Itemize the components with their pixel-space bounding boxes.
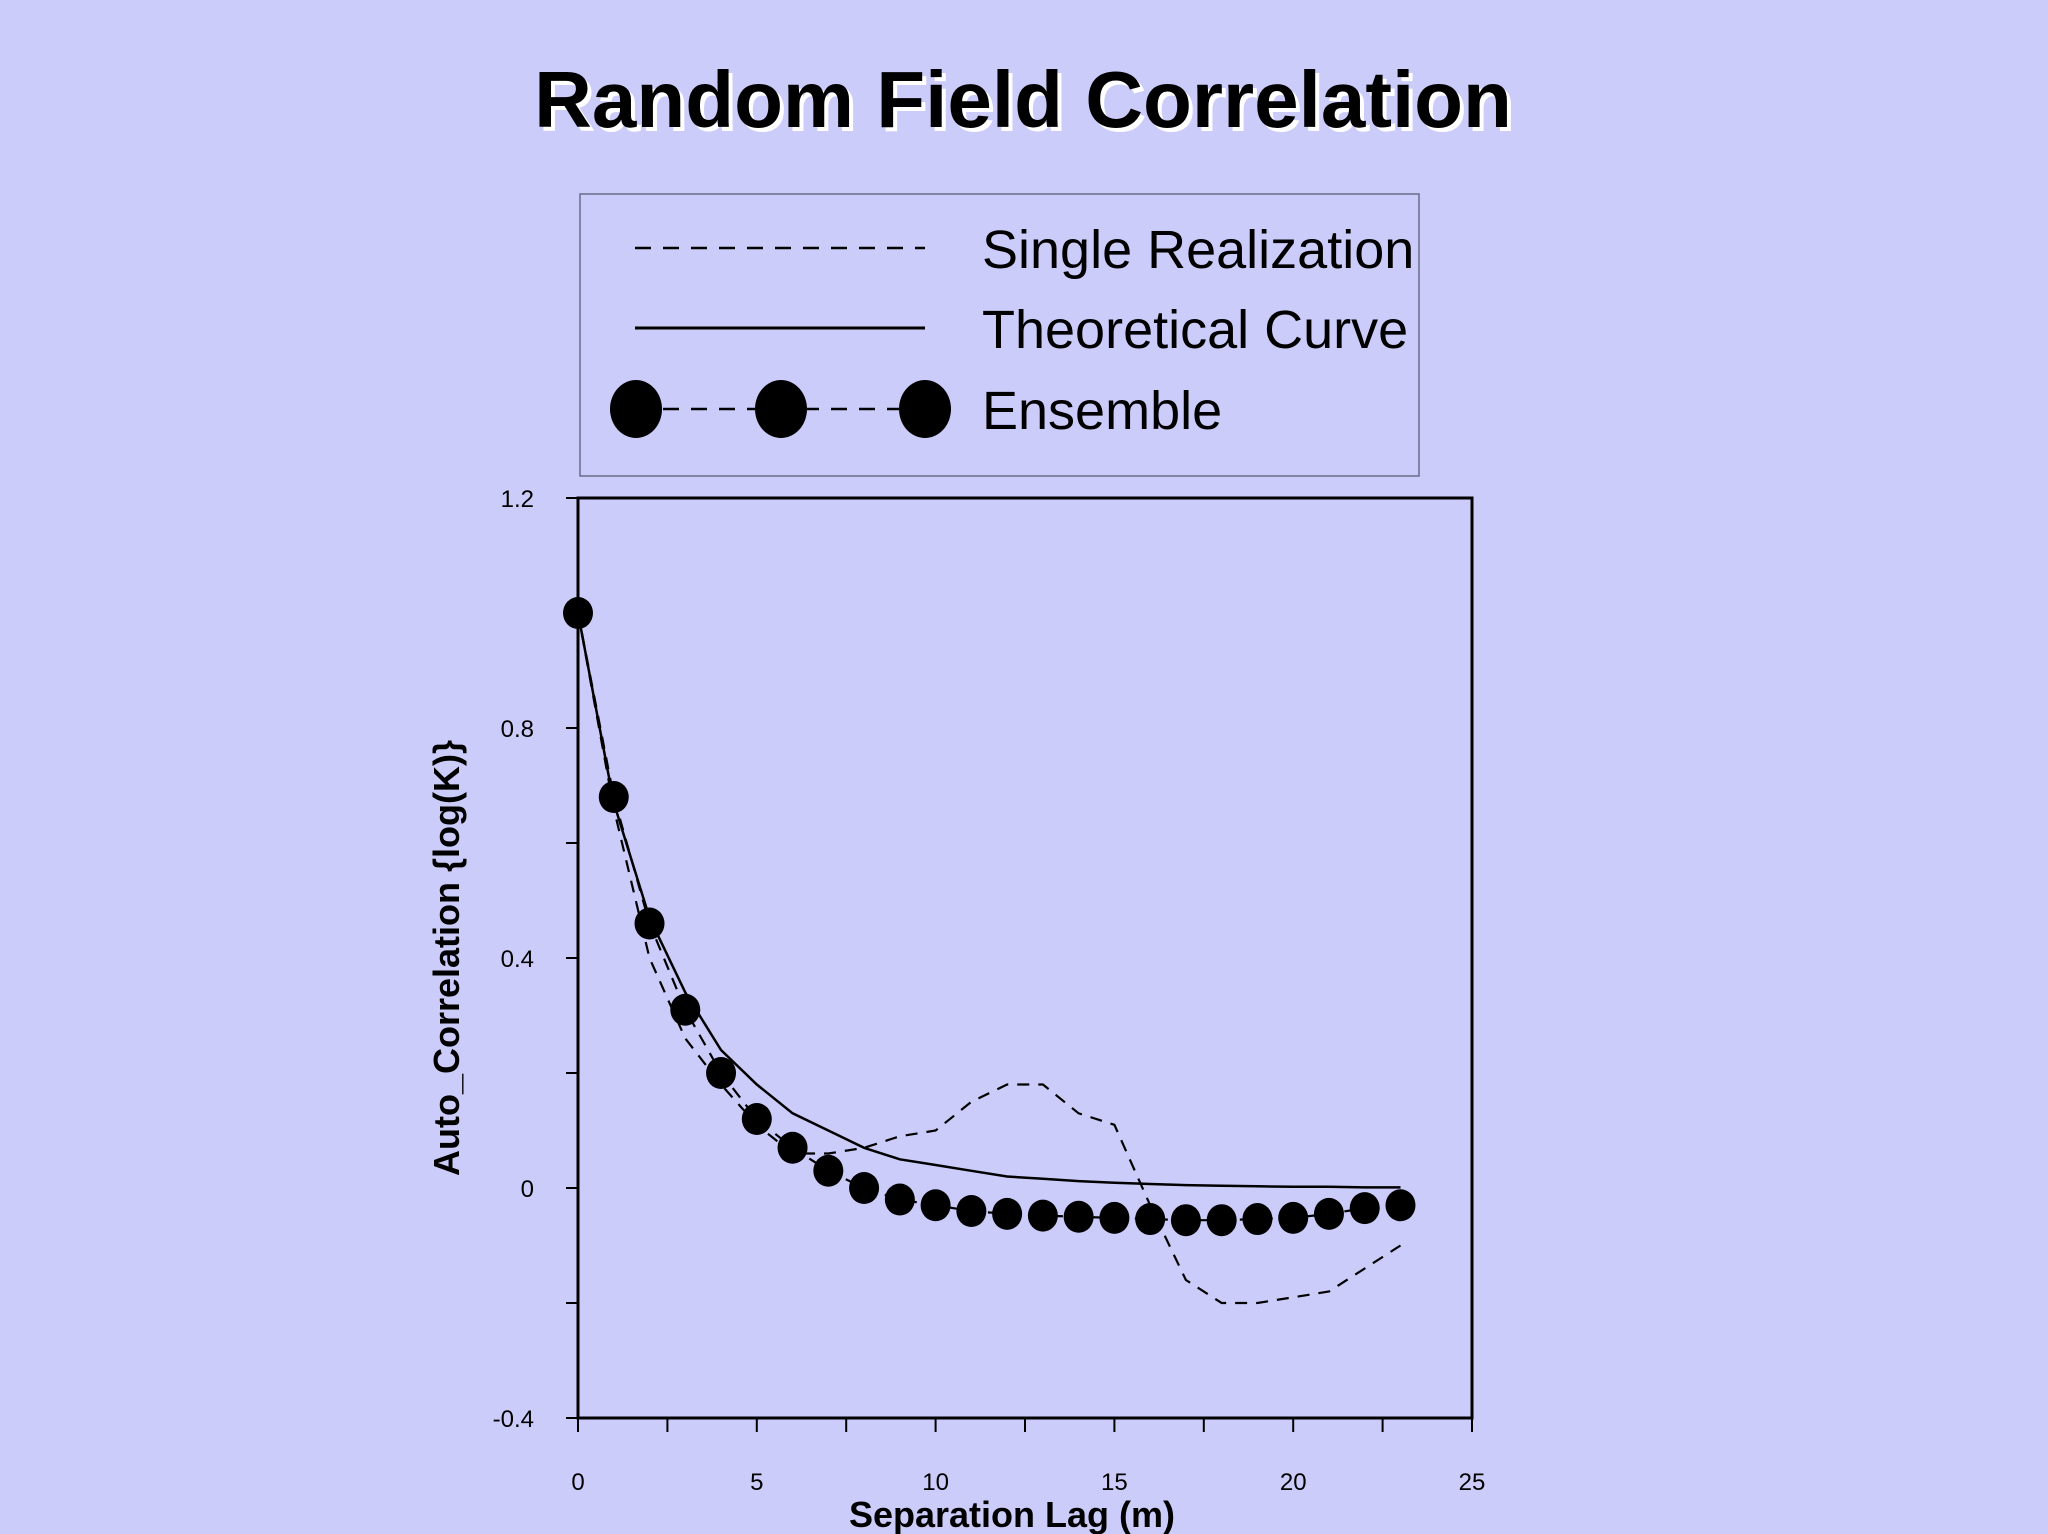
chart-title: Random Field Correlation	[534, 55, 1512, 144]
legend-box	[579, 193, 1420, 477]
ensemble-point	[1242, 1203, 1273, 1236]
ensemble-point	[992, 1197, 1023, 1230]
y-tick-label: 1.2	[501, 486, 534, 513]
ensemble-point	[706, 1057, 737, 1089]
ensemble-point	[849, 1172, 880, 1204]
ensemble-point	[777, 1131, 808, 1164]
x-tick-label: 20	[1280, 1469, 1307, 1496]
y-tick-label: 0	[521, 1176, 534, 1203]
ensemble-point	[670, 993, 701, 1026]
ensemble-point	[1170, 1204, 1201, 1237]
legend-ensemble-label: Ensemble	[982, 381, 1222, 441]
y-axis-title: Auto_Correlation {log(K)}	[426, 740, 467, 1176]
x-tick-label: 25	[1459, 1469, 1486, 1496]
ensemble-point	[1313, 1197, 1344, 1230]
ensemble-point	[1027, 1199, 1058, 1232]
ensemble-point	[634, 907, 665, 940]
ensemble-point	[1135, 1203, 1166, 1236]
x-tick-label: 10	[922, 1469, 949, 1496]
series-line-1	[576, 612, 1401, 1189]
x-tick-label: 5	[750, 1469, 763, 1496]
ensemble-point	[741, 1103, 772, 1135]
ensemble-point	[598, 781, 629, 813]
ensemble-point	[956, 1195, 987, 1227]
series-line-0	[576, 612, 1402, 1305]
x-axis-title: Separation Lag (m)	[849, 1494, 1175, 1534]
y-tick-label: -0.4	[493, 1406, 534, 1433]
ensemble-point	[920, 1189, 951, 1222]
ensemble-point	[813, 1154, 844, 1187]
ensemble-point	[1385, 1189, 1416, 1222]
legend-ensemble-marker-1	[610, 380, 662, 438]
x-tick-label: 0	[571, 1469, 584, 1496]
y-tick-label: 0.4	[501, 946, 534, 973]
ensemble-point	[884, 1183, 915, 1216]
ensemble-point	[563, 597, 593, 629]
x-axis: 0 5 10 15 20 25	[571, 1418, 1485, 1496]
y-tick-label: 0.8	[501, 716, 534, 743]
ensemble-point	[1278, 1201, 1309, 1234]
ensemble-point	[1349, 1192, 1380, 1225]
legend-single-realization-label: Single Realization	[982, 220, 1414, 280]
legend-theoretical-curve-label: Theoretical Curve	[982, 300, 1408, 360]
legend-ensemble-marker-2	[755, 380, 807, 438]
ensemble-point	[1063, 1200, 1094, 1233]
chart-title-shadow: Random Field Correlation	[538, 59, 1516, 148]
x-tick-label: 15	[1101, 1469, 1128, 1496]
plot-frame	[576, 496, 1474, 1420]
ensemble-point	[1206, 1204, 1237, 1237]
series-line-2	[576, 612, 1401, 1222]
plot-series	[563, 597, 1416, 1305]
y-axis: -0.4 0 0.4 0.8 1.2	[493, 486, 578, 1433]
legend-ensemble-marker-3	[899, 380, 951, 438]
ensemble-point	[1099, 1201, 1130, 1234]
